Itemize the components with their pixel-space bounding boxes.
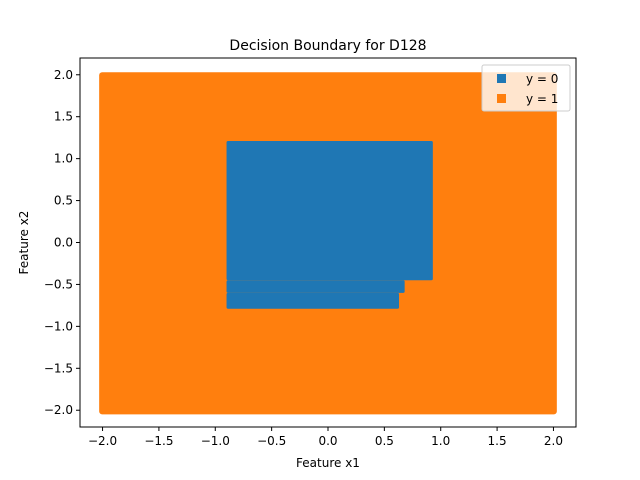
y-tick-label: 0.5: [54, 194, 73, 208]
y-tick-label: 1.0: [54, 152, 73, 166]
legend-entry-y1: y = 1: [526, 92, 558, 106]
x-tick-label: −2.0: [88, 434, 117, 448]
legend-marker-y0: [497, 74, 506, 83]
y-tick-label: 1.5: [54, 110, 73, 124]
legend: y = 0 y = 1: [481, 64, 571, 112]
x-tick-label: 2.0: [544, 434, 563, 448]
legend-entry-y0: y = 0: [526, 72, 558, 86]
x-axis-ticks: −2.0 −1.5 −1.0 −0.5 0.0 0.5 1.0 1.5 2.0: [88, 427, 563, 448]
y-tick-label: −2.0: [44, 403, 73, 417]
x-tick-label: 1.0: [431, 434, 450, 448]
y-tick-label: −1.5: [44, 361, 73, 375]
y-tick-label: 2.0: [54, 68, 73, 82]
x-tick-label: −1.5: [144, 434, 173, 448]
x-tick-label: 1.5: [488, 434, 507, 448]
plot-regions: [99, 72, 557, 415]
y-tick-label: −0.5: [44, 277, 73, 291]
x-tick-label: −1.0: [201, 434, 230, 448]
y-tick-label: 0.0: [54, 236, 73, 250]
y-axis-label: Feature x2: [17, 211, 31, 275]
x-tick-label: 0.5: [375, 434, 394, 448]
region-class-0-2: [226, 292, 400, 309]
y-axis-ticks: −2.0 −1.5 −1.0 −0.5 0.0 0.5 1.0 1.5 2.0: [44, 68, 80, 417]
region-class-0-0: [226, 141, 433, 281]
x-axis-label: Feature x1: [296, 456, 360, 470]
x-tick-label: −0.5: [257, 434, 286, 448]
region-class-0-1: [226, 280, 405, 293]
legend-marker-y1: [497, 94, 506, 103]
x-tick-label: 0.0: [318, 434, 337, 448]
y-tick-label: −1.0: [44, 319, 73, 333]
chart-title: Decision Boundary for D128: [229, 38, 426, 54]
